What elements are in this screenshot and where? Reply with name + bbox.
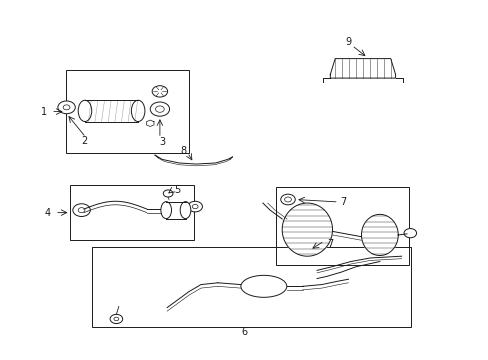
Text: 7: 7 [326, 239, 332, 249]
Circle shape [300, 248, 306, 252]
Text: 7: 7 [340, 197, 346, 207]
Circle shape [155, 106, 164, 112]
Circle shape [78, 208, 85, 213]
Bar [92, 247, 410, 327]
Polygon shape [361, 215, 397, 256]
Bar [166, 202, 185, 219]
Ellipse shape [180, 202, 190, 219]
Circle shape [63, 105, 70, 110]
Text: 3: 3 [159, 137, 165, 147]
Text: 5: 5 [173, 185, 180, 194]
Bar [85, 100, 138, 122]
Ellipse shape [78, 100, 92, 122]
Text: 6: 6 [241, 327, 247, 337]
Bar [275, 187, 408, 265]
Circle shape [163, 190, 173, 197]
Circle shape [284, 197, 291, 202]
Text: 9: 9 [345, 37, 351, 48]
Text: 8: 8 [180, 145, 186, 156]
Circle shape [73, 204, 90, 216]
Ellipse shape [161, 202, 171, 219]
Circle shape [280, 194, 295, 205]
Ellipse shape [241, 275, 286, 297]
Text: 4: 4 [44, 208, 50, 217]
Circle shape [110, 314, 122, 324]
Circle shape [187, 201, 202, 212]
Bar [65, 70, 188, 153]
Bar [70, 185, 193, 240]
Circle shape [192, 204, 198, 209]
Polygon shape [282, 203, 332, 256]
Circle shape [58, 101, 75, 114]
Ellipse shape [131, 100, 144, 122]
Circle shape [297, 246, 309, 255]
Text: 1: 1 [41, 107, 47, 117]
Circle shape [403, 229, 416, 238]
Circle shape [152, 86, 167, 97]
Circle shape [150, 102, 169, 116]
Circle shape [114, 317, 119, 321]
Text: 2: 2 [81, 136, 87, 146]
